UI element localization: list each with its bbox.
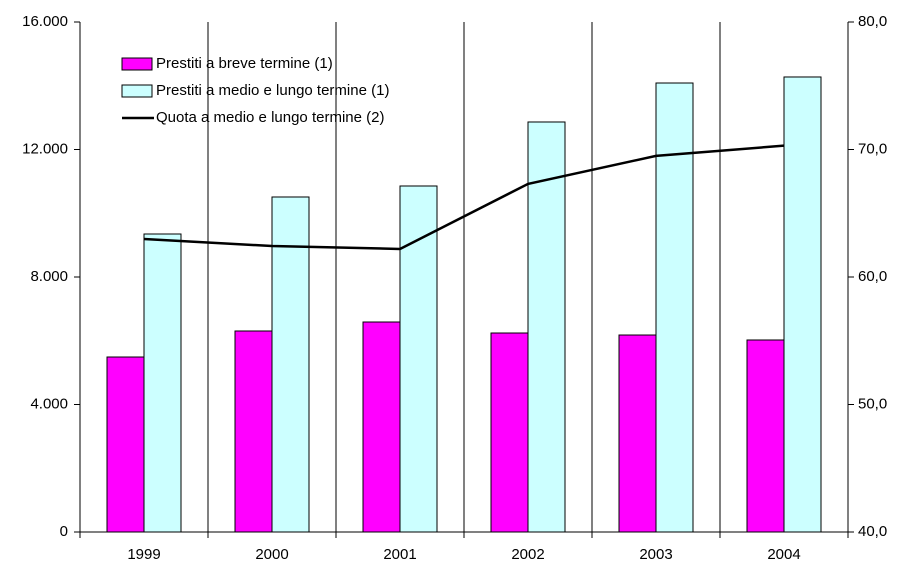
y-tick-label: 12.000 xyxy=(22,140,68,157)
bar xyxy=(234,330,273,533)
y2-tick-label: 80,0 xyxy=(858,13,887,30)
bar xyxy=(271,196,310,533)
x-tick-label: 2002 xyxy=(511,546,544,563)
x-tick-label: 2004 xyxy=(767,546,800,563)
legend-label: Quota a medio e lungo termine (2) xyxy=(156,109,384,126)
x-tick-label: 2000 xyxy=(255,546,288,563)
bar xyxy=(783,76,822,533)
y-tick-label: 8.000 xyxy=(30,268,68,285)
bar xyxy=(655,82,694,533)
legend-label: Prestiti a breve termine (1) xyxy=(156,55,333,72)
y2-tick-label: 40,0 xyxy=(858,523,887,540)
bar xyxy=(143,233,182,533)
bar xyxy=(746,339,785,533)
line xyxy=(143,144,785,251)
legend-swatch xyxy=(121,84,153,98)
y-tick-label: 4.000 xyxy=(30,395,68,412)
y-tick-label: 0 xyxy=(60,523,68,540)
bar xyxy=(399,185,438,533)
y2-tick-label: 60,0 xyxy=(858,268,887,285)
legend-swatch xyxy=(121,57,153,71)
y2-tick-label: 50,0 xyxy=(858,395,887,412)
x-tick-label: 2003 xyxy=(639,546,672,563)
y2-tick-label: 70,0 xyxy=(858,140,887,157)
y-tick-label: 16.000 xyxy=(22,13,68,30)
bar xyxy=(362,321,401,533)
legend-label: Prestiti a medio e lungo termine (1) xyxy=(156,82,389,99)
x-tick-label: 2001 xyxy=(383,546,416,563)
x-tick-label: 1999 xyxy=(127,546,160,563)
bar xyxy=(106,356,145,533)
bar xyxy=(618,334,657,533)
bar xyxy=(490,332,529,533)
